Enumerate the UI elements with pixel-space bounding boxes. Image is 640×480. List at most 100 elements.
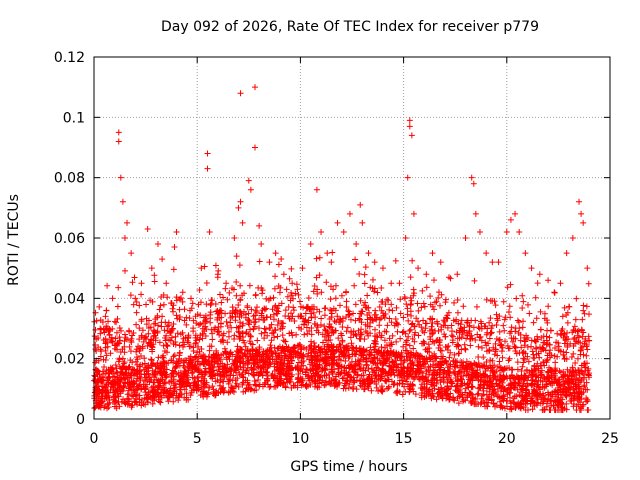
data-point <box>406 357 413 364</box>
data-point <box>118 327 124 334</box>
data-point <box>468 399 475 406</box>
data-point <box>294 384 301 391</box>
data-point <box>139 327 146 334</box>
data-point <box>513 350 520 357</box>
data-point-peak <box>235 204 242 211</box>
data-point <box>236 359 243 366</box>
data-point <box>580 307 587 314</box>
data-point <box>250 357 257 364</box>
data-point-peak <box>206 228 213 235</box>
data-point <box>235 302 242 309</box>
data-point <box>159 364 166 371</box>
data-point <box>375 371 382 378</box>
y-tick-label: 0.08 <box>54 171 85 187</box>
data-point <box>220 366 227 373</box>
data-point <box>274 305 281 312</box>
data-point <box>307 361 314 368</box>
data-point <box>520 348 527 355</box>
data-point <box>279 332 286 339</box>
data-point <box>583 360 590 367</box>
data-point <box>532 294 539 301</box>
data-point <box>519 292 526 299</box>
data-point <box>252 292 259 299</box>
data-point <box>447 361 454 368</box>
data-point-peak <box>109 295 116 302</box>
data-point <box>492 348 499 355</box>
data-point <box>566 303 573 310</box>
data-point <box>420 300 427 307</box>
data-point <box>403 341 410 348</box>
data-point <box>406 385 413 392</box>
data-point <box>116 363 123 370</box>
data-point <box>178 295 185 302</box>
data-point <box>533 315 540 322</box>
data-point <box>174 330 181 337</box>
data-point <box>114 303 121 310</box>
data-point <box>163 332 170 339</box>
data-point <box>103 323 110 330</box>
data-point <box>412 391 419 398</box>
data-point-peak <box>528 265 535 272</box>
data-point <box>561 340 568 347</box>
data-point <box>120 384 127 391</box>
data-point <box>378 388 385 395</box>
data-point <box>349 365 356 372</box>
data-point <box>280 348 287 355</box>
y-tick-label: 0 <box>76 412 85 428</box>
data-point <box>329 368 336 375</box>
x-axis-label: GPS time / hours <box>290 459 407 475</box>
data-point <box>166 389 173 396</box>
data-point <box>102 385 109 392</box>
data-point <box>303 324 310 331</box>
data-point <box>508 406 515 413</box>
data-point <box>100 356 107 363</box>
data-point <box>253 386 260 393</box>
data-point <box>529 348 536 355</box>
data-point <box>331 377 338 384</box>
data-point <box>170 359 177 366</box>
data-point <box>446 373 453 380</box>
data-point <box>198 369 205 376</box>
data-point-peak <box>503 228 510 235</box>
data-point <box>105 404 112 411</box>
data-point <box>574 355 581 362</box>
data-point <box>340 374 347 381</box>
data-point <box>382 301 389 308</box>
data-point <box>360 345 367 352</box>
data-point <box>510 395 517 402</box>
data-point <box>193 337 200 344</box>
data-point <box>520 359 527 366</box>
data-point <box>217 307 224 314</box>
axis-ticks: 0 5 10 15 20 25 0 0.02 0.04 0.06 0.08 0.1 0.12 <box>54 50 619 447</box>
data-point <box>382 368 389 375</box>
data-point <box>251 378 258 385</box>
data-point <box>116 334 123 341</box>
data-point <box>413 315 420 322</box>
data-point <box>283 286 290 293</box>
data-point <box>107 350 114 357</box>
data-point <box>548 395 555 402</box>
data-point-peak <box>406 117 413 124</box>
data-point <box>265 297 272 304</box>
data-point-peak <box>280 271 287 278</box>
data-point <box>154 312 161 319</box>
data-point <box>567 368 574 375</box>
data-point <box>524 366 531 373</box>
data-point <box>533 338 540 345</box>
data-point <box>284 293 291 300</box>
data-point <box>185 367 192 374</box>
data-point <box>332 282 339 289</box>
data-point <box>318 345 325 352</box>
data-point <box>388 358 395 365</box>
data-point <box>190 317 197 324</box>
data-point <box>207 373 214 380</box>
data-point <box>244 348 251 355</box>
data-point <box>435 289 442 296</box>
data-point <box>246 338 253 345</box>
data-point <box>235 325 242 332</box>
data-point <box>205 389 212 396</box>
data-point <box>340 385 347 392</box>
data-point <box>91 333 98 340</box>
data-point <box>338 348 345 355</box>
data-point <box>493 368 500 375</box>
